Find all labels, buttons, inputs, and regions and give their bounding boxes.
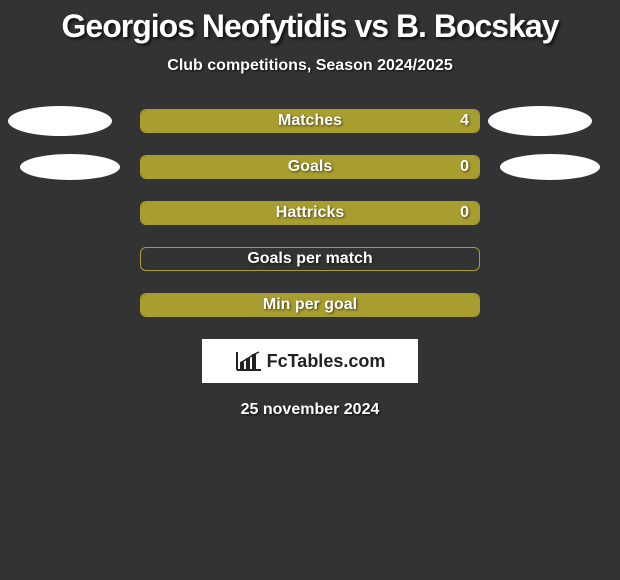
stat-label: Goals: [288, 158, 332, 176]
right-ellipse: [500, 154, 600, 180]
logo-box: FcTables.com: [202, 339, 418, 383]
stat-row: Matches 4: [0, 109, 620, 133]
stat-value: 0: [460, 204, 469, 222]
stat-row: Hattricks 0: [0, 201, 620, 225]
date-text: 25 november 2024: [0, 401, 620, 419]
left-ellipse: [8, 106, 112, 136]
stat-bar: Hattricks 0: [140, 201, 480, 225]
stat-label: Hattricks: [276, 204, 344, 222]
stat-bar: Goals 0: [140, 155, 480, 179]
stat-row: Goals 0: [0, 155, 620, 179]
stat-value: 0: [460, 158, 469, 176]
stat-label: Matches: [278, 112, 342, 130]
stat-bar: Min per goal: [140, 293, 480, 317]
bar-chart-icon: [235, 350, 263, 372]
stat-label: Goals per match: [247, 250, 372, 268]
stat-label: Min per goal: [263, 296, 357, 314]
page-title: Georgios Neofytidis vs B. Bocskay: [0, 0, 620, 45]
stat-row: Goals per match: [0, 247, 620, 271]
stat-bar: Matches 4: [140, 109, 480, 133]
stat-row: Min per goal: [0, 293, 620, 317]
logo-text: FcTables.com: [267, 351, 386, 372]
stat-value: 4: [460, 112, 469, 130]
left-ellipse: [20, 154, 120, 180]
comparison-rows: Matches 4 Goals 0 Hattricks 0 Goals per match M…: [0, 109, 620, 317]
stat-bar: Goals per match: [140, 247, 480, 271]
subtitle: Club competitions, Season 2024/2025: [0, 57, 620, 75]
right-ellipse: [488, 106, 592, 136]
